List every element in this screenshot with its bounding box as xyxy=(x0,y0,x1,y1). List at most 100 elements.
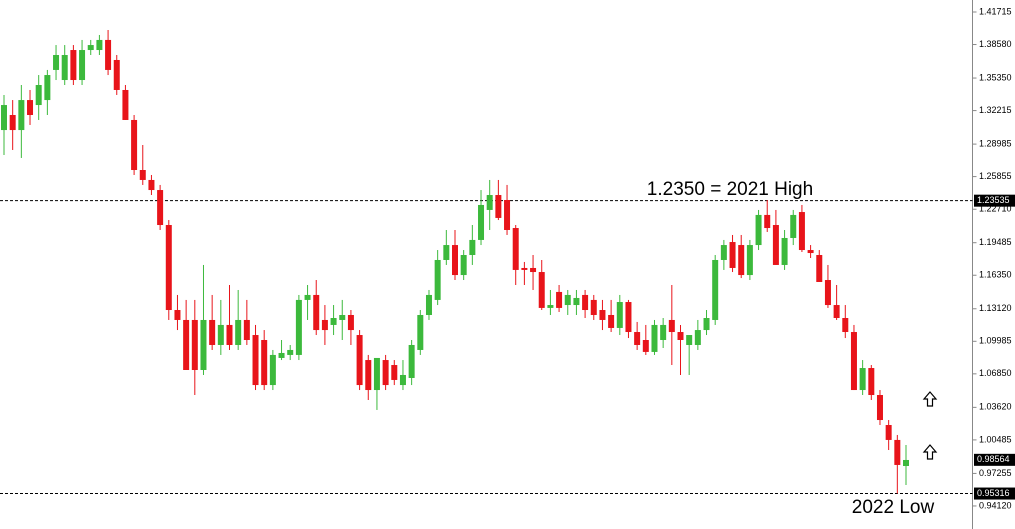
candle-body xyxy=(798,212,805,251)
candle-body xyxy=(148,179,155,191)
candle-body xyxy=(304,294,311,300)
candle-body xyxy=(486,195,493,210)
candle-body xyxy=(772,225,779,265)
candle-body xyxy=(226,324,233,345)
candle-body xyxy=(391,365,398,380)
candle-body xyxy=(660,324,667,341)
y-tick-label: 1.19485 xyxy=(979,237,1012,247)
candle-body xyxy=(200,319,207,370)
candle-body xyxy=(321,319,328,331)
candle-body xyxy=(894,439,901,465)
y-tick-label: 1.28985 xyxy=(979,138,1012,148)
candle-body xyxy=(417,314,424,350)
y-tick-label: 1.25855 xyxy=(979,171,1012,181)
candle-body xyxy=(651,324,658,352)
candle-body xyxy=(729,242,736,268)
candle-body xyxy=(191,319,198,370)
candle-body xyxy=(807,250,814,254)
candle-body xyxy=(174,310,181,320)
candle-body xyxy=(209,319,216,345)
level-label: 1.23535 xyxy=(977,195,1010,205)
candle-body xyxy=(373,357,380,391)
y-tick-label: 1.00485 xyxy=(979,434,1012,444)
candle-body xyxy=(755,214,762,246)
y-tick-label: 1.22710 xyxy=(979,204,1012,214)
candle-body xyxy=(495,195,502,218)
y-tick-label: 1.16350 xyxy=(979,270,1012,280)
candle-body xyxy=(469,239,476,256)
candle-body xyxy=(686,335,693,345)
candle-body xyxy=(746,245,753,276)
candle-body xyxy=(703,318,710,331)
candle-body xyxy=(165,225,172,311)
y-tick-label: 1.35350 xyxy=(979,72,1012,82)
candle-body xyxy=(35,85,42,106)
candle-body xyxy=(252,335,259,386)
candle-body xyxy=(564,294,571,306)
candle-body xyxy=(443,245,450,260)
y-tick-label: 1.03620 xyxy=(979,402,1012,412)
candle-body xyxy=(425,294,432,315)
candle-body xyxy=(79,50,86,81)
candle-body xyxy=(616,302,623,328)
candle-body xyxy=(842,318,849,333)
y-tick-label: 1.38580 xyxy=(979,39,1012,49)
candle-body xyxy=(9,114,16,131)
candle-body xyxy=(235,319,242,345)
candle-body xyxy=(113,59,120,90)
level-label-bg xyxy=(974,194,1015,207)
candle-body xyxy=(347,314,354,331)
candle-body xyxy=(538,272,545,308)
candle-body xyxy=(330,318,337,325)
candle-body xyxy=(530,267,537,273)
candle-body xyxy=(70,50,77,81)
y-tick-label: 0.94120 xyxy=(979,500,1012,510)
candle-body xyxy=(868,368,875,396)
candle-body xyxy=(356,335,363,386)
candle-body xyxy=(885,425,892,440)
candle-body xyxy=(521,267,528,270)
candle-body xyxy=(287,349,294,355)
candle-body xyxy=(859,368,866,391)
candle-body xyxy=(547,305,554,308)
candle-body xyxy=(590,299,597,315)
candle-body xyxy=(556,291,563,308)
candle-body xyxy=(790,214,797,238)
candle-body xyxy=(599,310,606,320)
candle-body xyxy=(712,259,719,320)
candle-body xyxy=(903,459,909,467)
candle-body xyxy=(582,294,589,311)
candle-body xyxy=(96,39,103,51)
candle-body xyxy=(408,344,415,378)
candle-body xyxy=(261,340,268,386)
candle-body xyxy=(512,228,519,270)
candle-body xyxy=(278,352,285,358)
candle-body xyxy=(460,255,467,276)
candle-body xyxy=(850,332,857,391)
candle-body xyxy=(634,332,641,345)
candle-body xyxy=(105,39,112,70)
candle-body xyxy=(122,89,129,120)
candle-body xyxy=(131,119,138,171)
candle-body xyxy=(1,105,7,131)
candle-body xyxy=(833,305,840,319)
candle-body xyxy=(434,259,441,300)
candle-body xyxy=(478,204,485,240)
level-label-bg xyxy=(974,487,1015,500)
y-tick-label: 1.13120 xyxy=(979,303,1012,313)
candle-body xyxy=(452,245,458,276)
candle-body xyxy=(53,55,60,70)
level-label: 0.95316 xyxy=(977,488,1010,498)
candle-body xyxy=(157,190,164,226)
candle-body xyxy=(608,314,615,328)
y-tick-label: 1.32215 xyxy=(979,105,1012,115)
candle-body xyxy=(313,294,320,331)
last-price-label: 0.98564 xyxy=(977,454,1010,464)
candle-body xyxy=(781,237,788,265)
arrow-icon xyxy=(922,391,938,407)
candle-body xyxy=(27,100,34,115)
annotation: 2022 Low xyxy=(852,497,935,518)
candle-body xyxy=(399,374,406,386)
